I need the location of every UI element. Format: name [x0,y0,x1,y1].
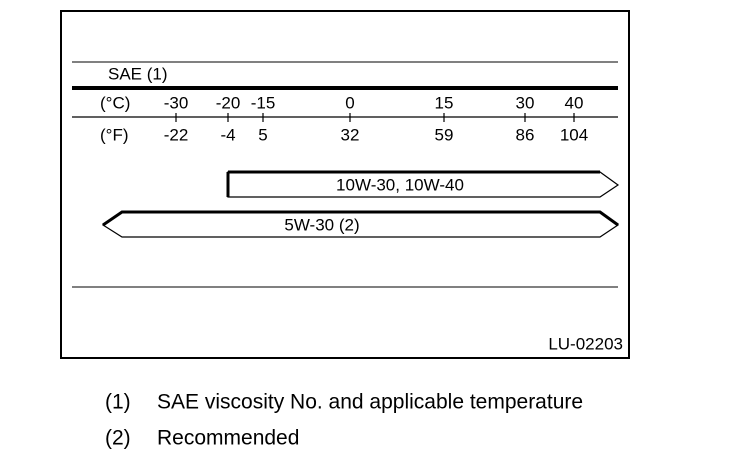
fahrenheit-label: 32 [341,125,360,144]
arrow-label: 10W-30, 10W-40 [336,175,464,194]
sae-label: SAE (1) [108,64,168,83]
figure-code: LU-02203 [548,334,623,353]
celsius-label: 30 [516,93,535,112]
frame [60,10,630,359]
note-text: Recommended [157,427,299,450]
celsius-label: 40 [565,93,584,112]
arrow [101,211,620,238]
fahrenheit-label: 59 [435,125,454,144]
fahrenheit-label: 5 [258,125,267,144]
note-number: (1) [105,391,131,414]
celsius-label: 0 [345,93,354,112]
note-text: SAE viscosity No. and applicable tempera… [157,391,583,414]
fahrenheit-label: 104 [560,125,588,144]
arrow-label: 5W-30 (2) [284,215,359,234]
fahrenheit-label: -4 [220,125,235,144]
fahrenheit-label: 86 [516,125,535,144]
fahrenheit-label: -22 [164,125,189,144]
arrow-edge [102,210,619,227]
celsius-label: 15 [435,93,454,112]
celsius-label: -30 [164,93,189,112]
fahrenheit-unit: (°F) [100,125,129,144]
celsius-label: -15 [251,93,276,112]
celsius-label: -20 [216,93,241,112]
note-number: (2) [105,427,131,450]
celsius-unit: (°C) [100,93,130,112]
